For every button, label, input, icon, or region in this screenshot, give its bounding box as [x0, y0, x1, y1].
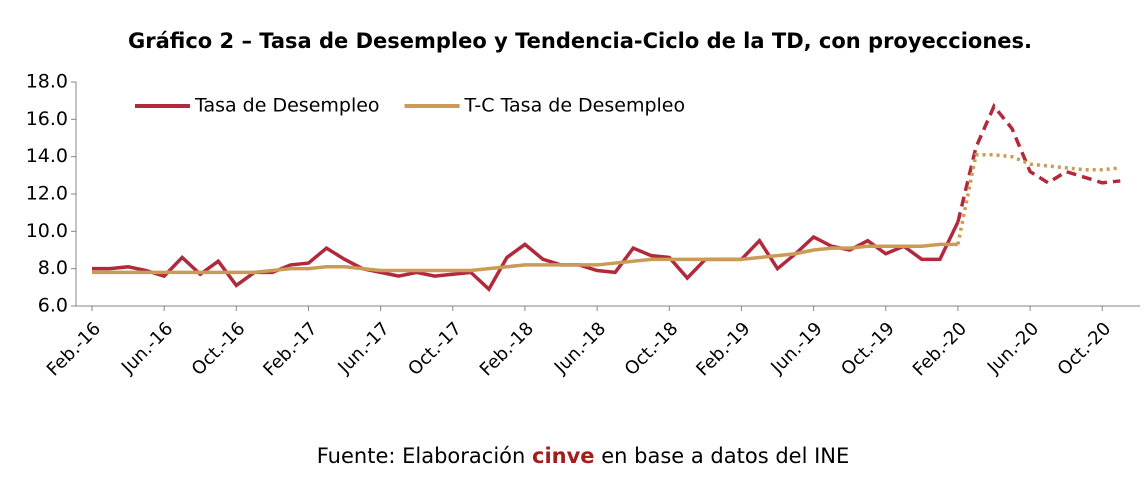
legend-label: T-C Tasa de Desempleo — [464, 95, 686, 117]
x-tick-label: Oct.-19 — [837, 318, 899, 380]
series-line — [92, 221, 960, 292]
x-tick-label: Jun.-19 — [766, 318, 826, 378]
y-tick-label: 6.0 — [38, 295, 68, 317]
x-tick-label: Oct.-17 — [404, 318, 466, 380]
projection-line — [956, 102, 1121, 223]
x-tick-label: Feb.-19 — [692, 318, 754, 380]
x-tick-label: Feb.-17 — [259, 318, 321, 380]
y-tick-label: 8.0 — [38, 257, 68, 279]
source-suffix: en base a datos del INE — [601, 444, 849, 468]
x-tick-label: Feb.-16 — [43, 318, 105, 380]
x-tick-label: Feb.-18 — [476, 318, 538, 380]
source-note: Fuente: Elaboración cinve en base a dato… — [317, 444, 850, 468]
x-tick-label: Oct.-18 — [621, 318, 683, 380]
y-tick-label: 14.0 — [26, 145, 68, 167]
chart-title: Gráfico 2 – Tasa de Desempleo y Tendenci… — [128, 29, 1032, 53]
projection-line — [956, 153, 1121, 245]
x-tick-label: Feb.-20 — [909, 318, 971, 380]
y-tick-label: 16.0 — [26, 108, 68, 130]
x-tick-label: Jun.-20 — [983, 318, 1043, 378]
series-line — [92, 242, 958, 275]
x-tick-label: Oct.-16 — [188, 318, 250, 380]
y-tick-label: 18.0 — [26, 71, 68, 93]
y-tick-label: 10.0 — [26, 220, 68, 242]
source-prefix: Fuente: Elaboración — [317, 444, 526, 468]
x-tick-label: Jun.-18 — [550, 318, 610, 378]
x-tick-label: Jun.-17 — [333, 318, 393, 378]
y-tick-label: 12.0 — [26, 183, 68, 205]
x-tick-label: Oct.-20 — [1054, 318, 1116, 380]
legend-label: Tasa de Desempleo — [194, 95, 380, 117]
x-tick-label: Jun.-16 — [117, 318, 177, 378]
source-highlight: cinve — [532, 444, 595, 468]
